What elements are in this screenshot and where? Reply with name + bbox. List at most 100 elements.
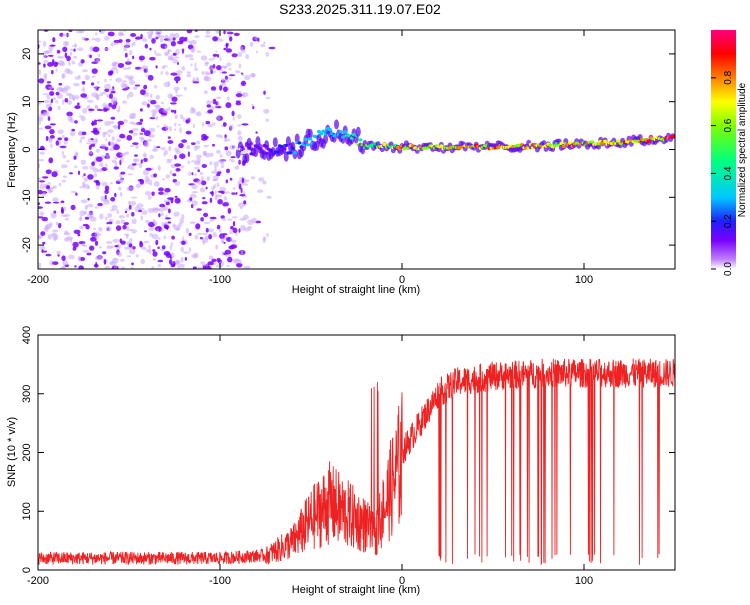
noise-speckle [114,265,117,269]
noise-speckle [157,259,164,263]
noise-speckle [225,102,232,109]
noise-speckle [174,181,181,186]
noise-speckle [38,159,45,162]
noise-speckle [210,106,215,111]
ridge-halo [334,119,339,130]
noise-speckle [143,240,150,244]
noise-speckle [152,112,156,117]
noise-speckle [92,46,100,53]
noise-speckle [216,224,221,230]
noise-speckle [119,32,123,35]
noise-speckle [204,35,211,38]
x-tick-label: -100 [209,575,231,587]
noise-speckle [144,43,148,49]
noise-speckle [199,187,206,193]
noise-speckle [217,100,220,107]
noise-speckle [212,36,219,42]
noise-speckle [44,201,52,204]
noise-speckle [205,186,208,190]
noise-speckle [237,114,242,119]
ridge-core [317,130,321,134]
noise-speckle [155,94,160,100]
x-tick-label: 100 [575,274,593,286]
noise-speckle [216,182,220,188]
noise-speckle [125,61,132,65]
noise-speckle [147,103,150,108]
noise-speckle [197,266,202,269]
noise-speckle [204,62,209,67]
noise-speckle [94,231,99,237]
noise-speckle [49,91,55,96]
noise-speckle [177,40,184,45]
noise-speckle [128,75,134,80]
noise-speckle [185,227,190,234]
noise-speckle [135,183,142,189]
noise-speckle [176,227,180,231]
noise-speckle [215,244,219,250]
noise-speckle [98,227,103,232]
y-tick-label: 400 [21,326,33,344]
spectrogram-x-ticks: -200 -100 0 100 [27,30,593,286]
noise-speckle [173,76,181,82]
noise-speckle [44,125,52,130]
noise-speckle [146,67,149,73]
noise-speckle [224,134,227,139]
noise-speckle [237,130,242,136]
noise-speckle [187,54,194,58]
noise-speckle [97,202,103,207]
noise-speckle [69,48,74,51]
noise-speckle [207,109,214,114]
noise-speckle [182,48,184,54]
noise-speckle [79,225,84,230]
noise-speckle [104,83,112,90]
noise-speckle [82,174,85,179]
noise-speckle [99,245,102,249]
noise-speckle [217,159,222,163]
noise-speckle [140,258,146,265]
noise-speckle [210,86,217,91]
noise-speckle [206,104,211,108]
noise-speckle [169,170,173,175]
noise-speckle [96,156,103,162]
noise-speckle [202,232,208,236]
noise-speckle [163,205,169,211]
noise-speckle [161,221,165,228]
noise-speckle [75,192,78,196]
noise-speckle [109,78,112,81]
y-tick-label: 20 [21,48,33,60]
ridge-halo [272,137,278,148]
noise-speckle [141,65,149,69]
noise-speckle [77,255,82,262]
noise-speckle [178,143,184,149]
noise-speckle [157,237,161,240]
noise-speckle [88,145,92,150]
noise-speckle [240,249,243,256]
noise-speckle [255,50,258,54]
noise-speckle [94,119,97,123]
noise-speckle [170,93,173,99]
noise-speckle [110,42,114,47]
ridge-core [561,144,566,149]
noise-speckle [210,100,214,104]
noise-speckle [129,145,135,147]
noise-speckle [163,152,166,157]
noise-speckle [110,99,116,105]
noise-speckle [173,56,180,59]
noise-speckle [230,237,233,242]
noise-speckle [152,251,158,257]
noise-speckle [216,65,222,71]
noise-speckle [224,80,230,83]
noise-speckle [182,236,184,241]
noise-speckle [115,225,122,231]
noise-speckle [241,123,249,126]
noise-speckle [62,155,67,159]
noise-speckle [59,32,64,37]
noise-speckle [122,119,128,123]
noise-speckle [251,103,254,108]
noise-speckle [219,233,225,240]
noise-speckle [221,164,225,169]
noise-speckle [89,54,92,59]
noise-speckle [55,67,58,72]
noise-speckle [91,37,96,41]
noise-speckle [172,58,179,64]
